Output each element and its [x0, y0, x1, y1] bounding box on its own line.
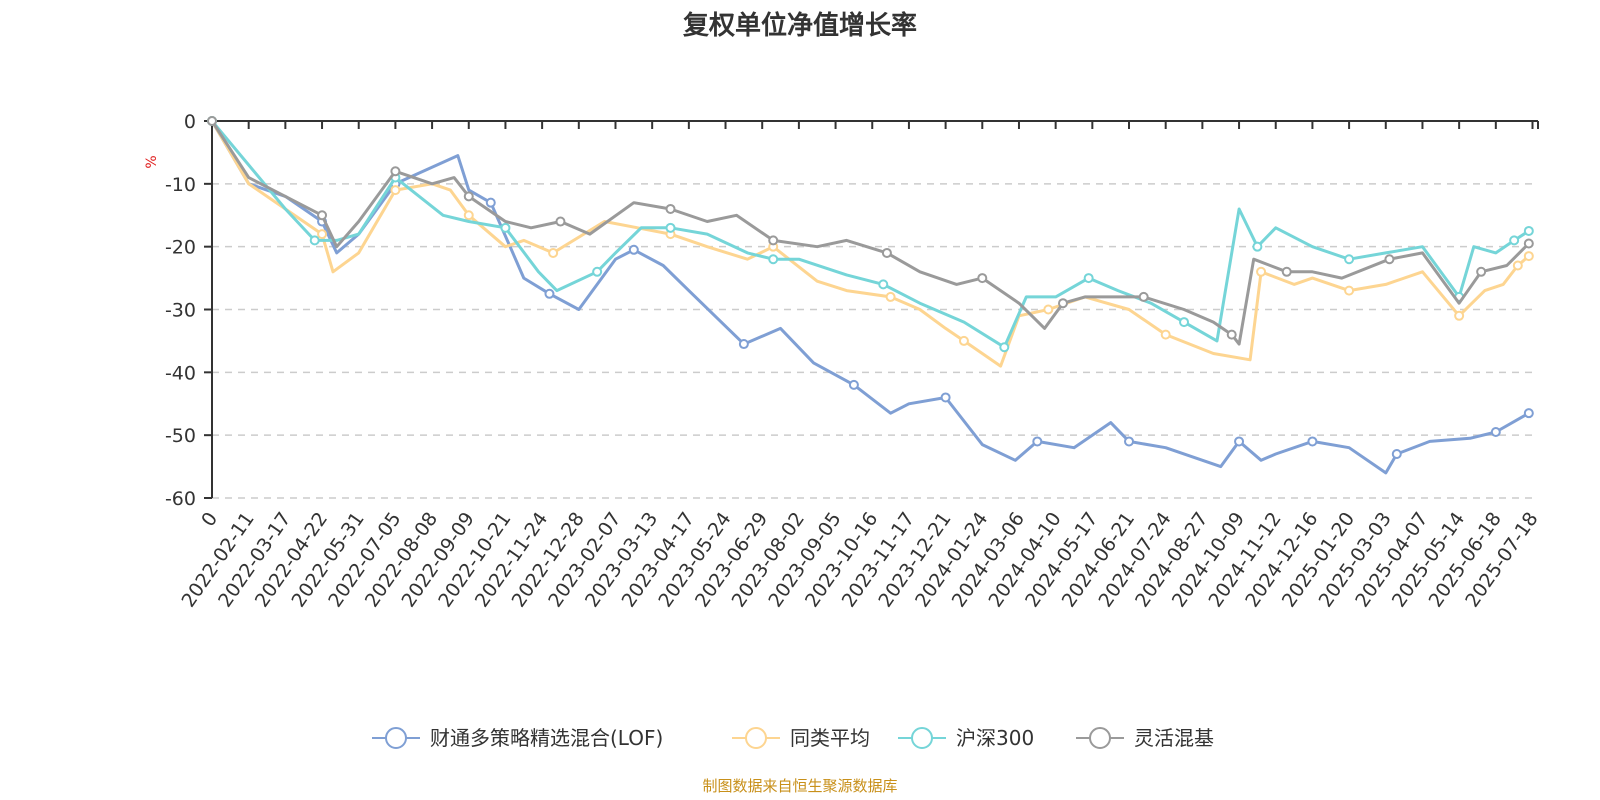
- grid-lines: [212, 183, 1538, 499]
- y-tick-label: -10: [165, 174, 196, 196]
- data-point: [544, 288, 555, 299]
- data-point: [1043, 304, 1054, 315]
- data-point: [1032, 436, 1043, 447]
- legend-marker: [745, 727, 767, 749]
- data-point: [592, 266, 603, 277]
- data-point: [1344, 285, 1355, 296]
- legend: 财通多策略精选混合(LOF) 同类平均 沪深300 灵活混基: [372, 726, 1214, 750]
- y-tick-label: -40: [165, 362, 196, 384]
- data-point: [485, 197, 496, 208]
- legend-label: 沪深300: [956, 726, 1034, 750]
- data-point: [1509, 235, 1520, 246]
- data-point: [665, 203, 676, 214]
- y-tick-label: -30: [165, 300, 196, 322]
- data-point: [1160, 329, 1171, 340]
- data-point: [881, 247, 892, 258]
- series-1: [207, 116, 1534, 368]
- data-point: [1391, 449, 1402, 460]
- data-point: [463, 210, 474, 221]
- legend-marker: [385, 727, 407, 749]
- data-point: [958, 335, 969, 346]
- data-point: [1476, 266, 1487, 277]
- data-point: [1523, 225, 1534, 236]
- data-point: [207, 116, 217, 126]
- chart-title: 复权单位净值增长率: [683, 10, 917, 41]
- data-point: [665, 222, 676, 233]
- y-tick-label: 0: [184, 111, 196, 133]
- legend-item-0: 财通多策略精选混合(LOF): [372, 726, 663, 750]
- data-point: [548, 247, 559, 258]
- y-tick-label: -50: [165, 425, 196, 447]
- data-point: [555, 216, 566, 227]
- data-point: [309, 235, 320, 246]
- series-line: [210, 120, 1530, 349]
- data-point: [999, 342, 1010, 353]
- series-line: [210, 120, 1530, 346]
- data-point: [768, 235, 779, 246]
- data-point: [1057, 298, 1068, 309]
- data-point: [1523, 408, 1534, 419]
- legend-item-1: 同类平均: [732, 726, 870, 750]
- data-point: [1307, 436, 1318, 447]
- legend-item-3: 灵活混基: [1076, 726, 1214, 750]
- axes: 0-10-20-30-40-50-6002022-02-112022-03-17…: [165, 111, 1543, 611]
- data-point: [500, 222, 511, 233]
- legend-label: 财通多策略精选混合(LOF): [430, 726, 663, 750]
- series-line: [210, 120, 1530, 475]
- data-point: [1344, 254, 1355, 265]
- data-point: [977, 273, 988, 284]
- data-point: [1179, 317, 1190, 328]
- legend-label: 同类平均: [790, 726, 870, 750]
- data-point: [1512, 260, 1523, 271]
- legend-marker: [911, 727, 933, 749]
- x-tick-label: 0: [197, 508, 222, 531]
- y-tick-label: -20: [165, 237, 196, 259]
- data-point: [390, 185, 401, 196]
- data-point: [628, 244, 639, 255]
- legend-marker: [1089, 727, 1111, 749]
- data-point: [317, 210, 328, 221]
- series-layer: [207, 116, 1534, 475]
- data-point: [1252, 241, 1263, 252]
- data-point: [1384, 254, 1395, 265]
- y-unit-label: %: [144, 155, 160, 168]
- data-point: [738, 339, 749, 350]
- series-line: [210, 120, 1530, 368]
- source-note: 制图数据来自恒生聚源数据库: [702, 777, 897, 795]
- data-point: [1490, 427, 1501, 438]
- data-point: [390, 166, 401, 177]
- data-point: [1281, 266, 1292, 277]
- data-point: [1454, 310, 1465, 321]
- legend-label: 灵活混基: [1134, 726, 1214, 750]
- data-point: [1234, 436, 1245, 447]
- data-point: [878, 279, 889, 290]
- data-point: [1124, 436, 1135, 447]
- y-tick-label: -60: [165, 488, 196, 510]
- data-point: [1083, 273, 1094, 284]
- data-point: [885, 291, 896, 302]
- data-point: [463, 191, 474, 202]
- data-point: [1138, 291, 1149, 302]
- series-2: [207, 116, 1534, 353]
- data-point: [940, 392, 951, 403]
- data-point: [1523, 238, 1534, 249]
- data-point: [1523, 251, 1534, 262]
- data-point: [848, 379, 859, 390]
- data-point: [317, 229, 328, 240]
- data-point: [1226, 329, 1237, 340]
- series-3: [207, 116, 1534, 346]
- legend-item-2: 沪深300: [898, 726, 1034, 750]
- data-point: [768, 254, 779, 265]
- data-point: [1256, 266, 1267, 277]
